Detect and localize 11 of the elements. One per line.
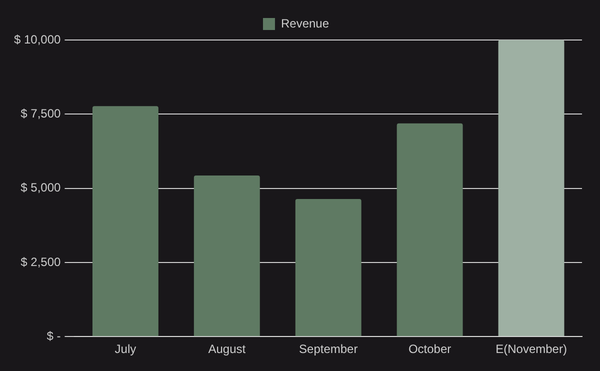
y-tick-label: $ 7,500 <box>20 106 62 120</box>
legend-label: Revenue <box>280 16 330 30</box>
y-tick-label: $ 5,000 <box>20 180 62 195</box>
x-tick-label: E(November) <box>496 342 567 356</box>
y-tick-label: $ 2,500 <box>20 254 62 269</box>
x-tick-label: July <box>114 342 136 356</box>
y-tick-label: $ - <box>46 328 61 343</box>
x-tick-label: August <box>208 342 246 356</box>
x-tick-label: October <box>408 342 452 356</box>
x-tick-label: September <box>299 342 358 356</box>
y-tick-label: $ 10,000 <box>14 32 62 46</box>
